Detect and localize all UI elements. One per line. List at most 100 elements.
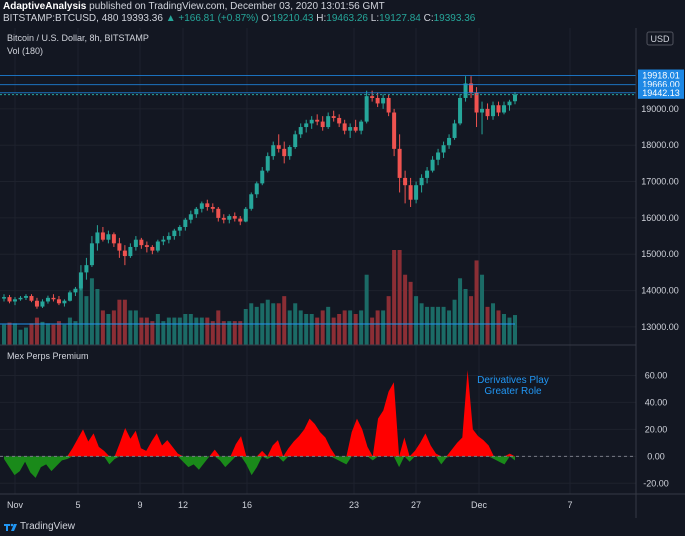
annotation-line-1: Derivatives Play bbox=[477, 375, 549, 386]
volume-bar bbox=[458, 278, 463, 345]
volume-bar bbox=[513, 315, 517, 345]
candle-body bbox=[342, 123, 347, 131]
volume-bar bbox=[370, 317, 375, 345]
candle-body bbox=[370, 96, 375, 98]
volume-bar bbox=[144, 317, 149, 345]
candle-body bbox=[78, 272, 83, 289]
price-change: ▲ +166.81 (+0.87%) bbox=[165, 13, 259, 24]
candle-body bbox=[419, 177, 424, 186]
candle-body bbox=[293, 134, 298, 148]
candle-body bbox=[513, 94, 517, 102]
price-axis[interactable]: 19000.00 18000.00 17000.00 16000.00 15000.00… bbox=[638, 69, 684, 332]
premium-axis[interactable]: 60.00 40.00 20.00 0.00 -20.00 bbox=[643, 370, 669, 488]
candle-body bbox=[177, 226, 182, 231]
time-tick-label: Nov bbox=[7, 500, 24, 510]
candle-body bbox=[56, 299, 61, 304]
candle-body bbox=[441, 145, 446, 153]
candle-body bbox=[381, 97, 386, 104]
candle-body bbox=[133, 239, 138, 247]
volume-bar bbox=[78, 289, 83, 345]
premium-negative-area bbox=[4, 456, 515, 478]
price-tick-label: 19000.00 bbox=[641, 104, 679, 114]
candle-body bbox=[106, 234, 111, 240]
volume-bar bbox=[326, 306, 331, 345]
indicator-label: Mex Perps Premium bbox=[7, 351, 89, 361]
volume-bar bbox=[359, 310, 364, 345]
candle-body bbox=[364, 96, 369, 122]
volume-bar bbox=[117, 299, 122, 345]
price-marker-label: 19918.01 bbox=[642, 71, 680, 81]
volume-bar bbox=[287, 310, 292, 345]
candle-body bbox=[359, 121, 364, 131]
candle-body bbox=[397, 148, 402, 178]
candle-body bbox=[161, 239, 166, 242]
time-axis[interactable]: Nov 5 9 12 16 23 27 Dec 7 bbox=[7, 500, 573, 510]
volume-bar bbox=[95, 289, 100, 345]
candle-body bbox=[447, 137, 452, 146]
tradingview-brand[interactable]: TradingView bbox=[20, 521, 76, 532]
annotation-line-2: Greater Role bbox=[484, 386, 542, 397]
volume-bar bbox=[7, 322, 12, 345]
candle-body bbox=[271, 145, 276, 157]
candle-body bbox=[315, 119, 320, 122]
price-marker-label: 19442.13 bbox=[642, 88, 680, 98]
time-tick-label: 27 bbox=[411, 500, 421, 510]
volume-bar bbox=[254, 306, 259, 345]
volume-bar bbox=[227, 321, 232, 345]
currency-button[interactable] bbox=[646, 31, 674, 46]
price-tick-label: 13000.00 bbox=[641, 322, 679, 332]
volume-bar bbox=[177, 317, 182, 345]
candle-body bbox=[353, 127, 358, 131]
volume-bar bbox=[73, 321, 78, 345]
candle-body bbox=[188, 214, 193, 220]
candle-body bbox=[139, 239, 144, 246]
volume-bar bbox=[502, 314, 507, 345]
volume-bar bbox=[2, 324, 6, 345]
volume-bar bbox=[29, 323, 34, 345]
candle-body bbox=[414, 185, 419, 200]
volume-bar bbox=[425, 306, 430, 345]
candle-body bbox=[40, 301, 45, 307]
candle-body bbox=[7, 297, 12, 302]
candle-body bbox=[254, 183, 259, 195]
volume-bar bbox=[62, 324, 67, 345]
volume-bar bbox=[364, 274, 369, 345]
candle-body bbox=[480, 108, 485, 113]
volume-bar bbox=[298, 310, 303, 345]
chart-canvas[interactable]: 19000.00 18000.00 17000.00 16000.00 15000.00… bbox=[0, 28, 685, 518]
candle-body bbox=[331, 116, 336, 118]
author-name[interactable]: AdaptiveAnalysis bbox=[3, 1, 87, 12]
candle-body bbox=[210, 206, 215, 209]
candle-body bbox=[408, 185, 413, 200]
close-label: C: bbox=[423, 13, 434, 24]
candle-body bbox=[155, 241, 160, 251]
time-tick-label: 7 bbox=[567, 500, 572, 510]
time-tick-label: 23 bbox=[349, 500, 359, 510]
volume-bar bbox=[166, 317, 171, 345]
volume-bar bbox=[331, 317, 336, 345]
volume-bar bbox=[106, 314, 111, 345]
candle-body bbox=[2, 297, 6, 299]
candle-body bbox=[67, 292, 72, 301]
candle-body bbox=[304, 123, 309, 128]
volume-bar bbox=[40, 321, 45, 345]
candle-body bbox=[282, 148, 287, 157]
candle-body bbox=[232, 216, 237, 219]
candle-body bbox=[276, 145, 281, 149]
candle-body bbox=[463, 83, 468, 98]
volume-bar bbox=[304, 314, 309, 345]
candle-body bbox=[122, 250, 127, 257]
time-tick-label: 12 bbox=[178, 500, 188, 510]
volume-bar bbox=[480, 274, 485, 345]
candle-body bbox=[326, 116, 331, 128]
candle-body bbox=[128, 246, 133, 257]
candle-body bbox=[216, 208, 221, 218]
candle-body bbox=[502, 105, 507, 113]
tradingview-logo-icon[interactable] bbox=[4, 522, 18, 532]
close-value: 19393.36 bbox=[433, 13, 476, 24]
volume-bar bbox=[188, 314, 193, 345]
candle-body bbox=[84, 265, 89, 273]
volume-bar bbox=[150, 321, 155, 345]
volume-bar bbox=[282, 296, 287, 345]
candle-body bbox=[23, 296, 28, 298]
